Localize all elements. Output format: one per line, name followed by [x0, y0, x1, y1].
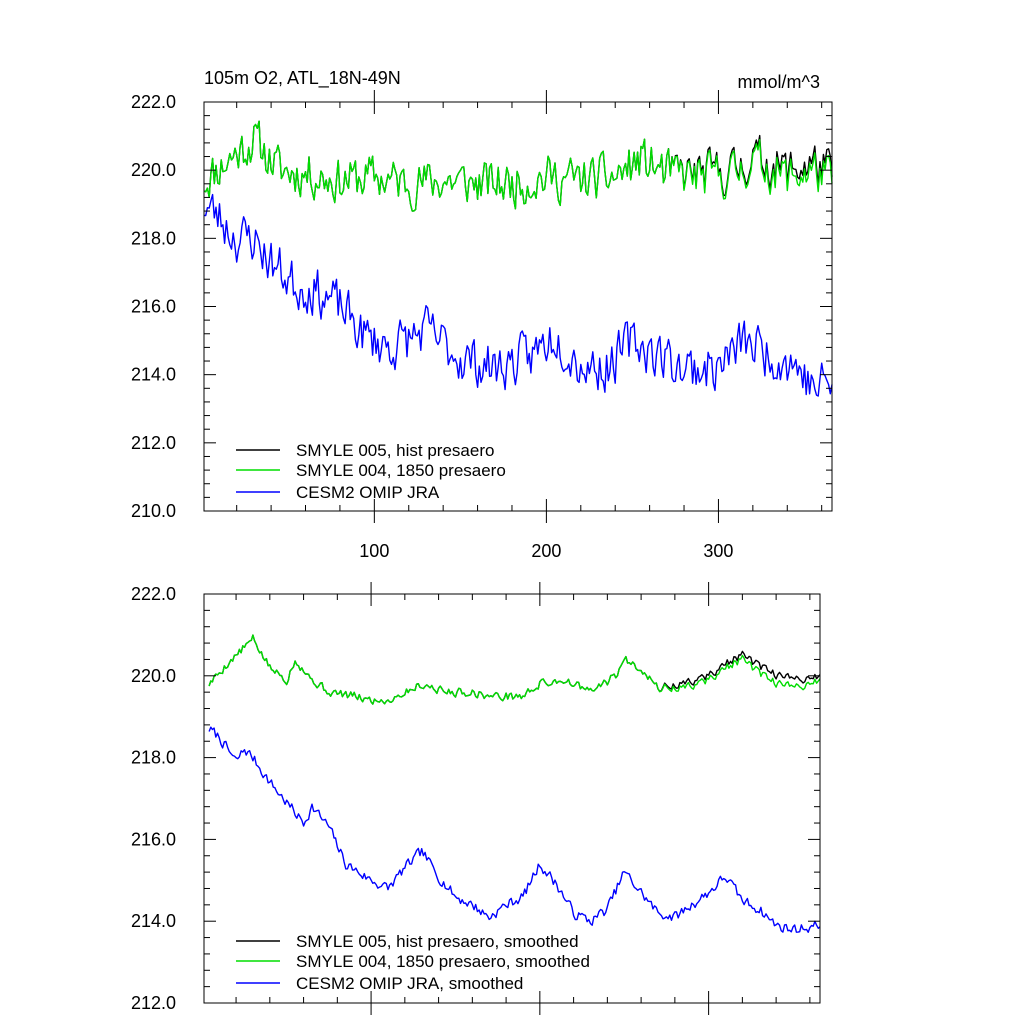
top-legend: SMYLE 005, hist presaero SMYLE 004, 1850…: [236, 441, 506, 502]
top-series-line-smyle004: [203, 120, 833, 212]
top-ytick-label: 220.0: [131, 160, 176, 180]
top-xtick-label: 100: [359, 541, 389, 561]
top-ytick-label: 214.0: [131, 365, 176, 385]
top-ytick-label: 218.0: [131, 228, 176, 248]
top-legend-label-smyle004: SMYLE 004, 1850 presaero: [296, 461, 506, 480]
bottom-ytick-label: 222.0: [131, 584, 176, 604]
bottom-legend-label-omip: CESM2 OMIP JRA, smoothed: [296, 974, 523, 993]
bottom-ytick-label: 212.0: [131, 993, 176, 1013]
top-panel: 105m O2, ATL_18N-49N mmol/m^3 210.0 212.0…: [131, 68, 833, 561]
bottom-legend-label-smyle005: SMYLE 005, hist presaero, smoothed: [296, 932, 579, 951]
top-panel-units: mmol/m^3: [738, 72, 820, 92]
bottom-series-line-smyle004: [208, 634, 821, 705]
bottom-plot-frame: [203, 593, 821, 1004]
bottom-panel: 212.0 214.0 216.0 218.0 220.0 222.0 SMYLE 005…: [131, 582, 821, 1015]
bottom-legend: SMYLE 005, hist presaero, smoothed SMYLE…: [236, 932, 590, 993]
top-xtick-label: 200: [531, 541, 561, 561]
bottom-series-line-omip: [208, 726, 821, 933]
top-panel-series: [203, 120, 833, 397]
bottom-ytick-label: 218.0: [131, 748, 176, 768]
bottom-legend-label-smyle004: SMYLE 004, 1850 presaero, smoothed: [296, 952, 590, 971]
top-panel-title: 105m O2, ATL_18N-49N: [204, 68, 401, 89]
top-panel-axes: 210.0 212.0 214.0 216.0 218.0 220.0 222.0 100 20…: [131, 90, 833, 561]
bottom-ytick-label: 216.0: [131, 829, 176, 849]
top-ytick-label: 216.0: [131, 297, 176, 317]
bottom-panel-axes: 212.0 214.0 216.0 218.0 220.0 222.0: [131, 582, 821, 1015]
top-legend-label-omip: CESM2 OMIP JRA: [296, 483, 440, 502]
top-ytick-label: 212.0: [131, 433, 176, 453]
top-series-line-smyle005: [203, 120, 833, 212]
top-series-line-omip: [203, 193, 833, 397]
top-xtick-label: 300: [703, 541, 733, 561]
top-legend-label-smyle005: SMYLE 005, hist presaero: [296, 441, 494, 460]
top-ytick-label: 222.0: [131, 92, 176, 112]
top-ytick-label: 210.0: [131, 501, 176, 521]
bottom-ytick-label: 220.0: [131, 666, 176, 686]
bottom-panel-series: [208, 634, 821, 933]
bottom-ytick-label: 214.0: [131, 911, 176, 931]
